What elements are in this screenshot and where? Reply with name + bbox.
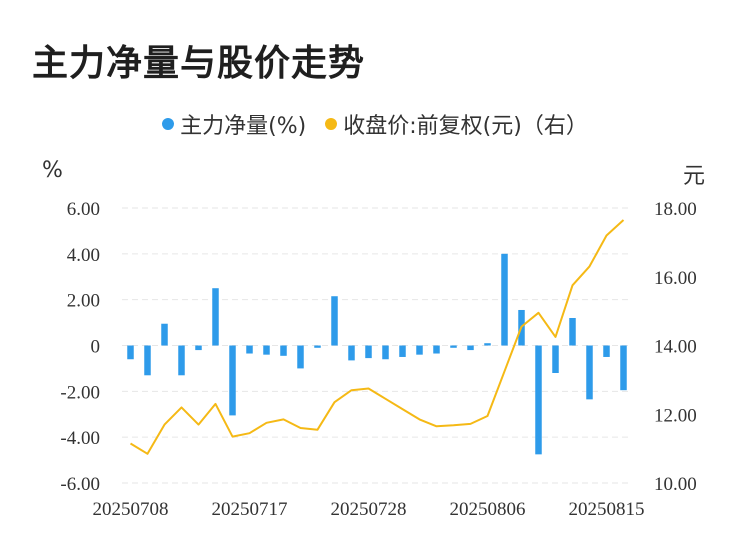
net-volume-bar	[433, 345, 440, 354]
net-volume-bar	[127, 345, 134, 360]
x-axis-tick-label: 20250815	[569, 499, 645, 520]
left-axis-unit: %	[42, 158, 63, 183]
right-axis-tick-label: 14.00	[654, 337, 697, 358]
net-volume-bar	[263, 345, 270, 355]
net-volume-bar	[382, 345, 389, 360]
net-volume-bar	[552, 345, 559, 373]
net-volume-bar	[535, 345, 542, 455]
net-volume-bar	[229, 345, 236, 416]
close-price-line	[129, 219, 625, 455]
right-axis-tick-label: 12.00	[654, 405, 697, 426]
net-volume-bar	[331, 296, 338, 346]
net-volume-bar	[603, 345, 610, 357]
net-volume-bar	[416, 345, 423, 355]
net-volume-bar	[297, 345, 304, 369]
left-axis-tick-label: 2.00	[67, 291, 100, 312]
net-volume-bar	[399, 345, 406, 357]
x-axis-tick-label: 20250717	[212, 499, 288, 520]
x-axis-tick-label: 20250708	[93, 499, 169, 520]
legend-line-label: 收盘价:前复权(元)（右）	[343, 114, 588, 139]
right-axis-tick-label: 18.00	[654, 199, 697, 220]
left-axis-tick-label: 4.00	[67, 245, 100, 266]
net-volume-bar	[161, 323, 168, 346]
net-volume-bar	[620, 345, 627, 391]
net-volume-bar	[501, 253, 508, 346]
net-volume-bar	[450, 345, 457, 348]
x-axis-tick-label: 20250728	[331, 499, 407, 520]
left-axis-tick-label: 6.00	[67, 199, 100, 220]
left-axis-tick-label: 0	[91, 337, 101, 358]
net-volume-bar	[178, 345, 185, 376]
left-axis-tick-label: -2.00	[60, 382, 100, 403]
net-volume-bar	[467, 345, 474, 351]
right-axis-tick-label: 10.00	[654, 474, 697, 495]
net-volume-bar	[280, 345, 287, 356]
chart-title: 主力净量与股价走势	[32, 43, 366, 84]
legend-bar-label: 主力净量(%)	[180, 114, 307, 139]
legend: 主力净量(%) 收盘价:前复权(元)（右）	[0, 108, 750, 140]
net-volume-bar	[586, 345, 593, 400]
right-axis-tick-label: 16.00	[654, 268, 697, 289]
legend-item-close-price[interactable]: 收盘价:前复权(元)（右）	[325, 108, 588, 140]
net-volume-bar	[484, 343, 491, 346]
legend-line-marker-icon	[325, 118, 338, 130]
net-volume-bar	[569, 318, 576, 346]
net-volume-bar	[212, 288, 219, 346]
right-axis-unit: 元	[683, 164, 706, 189]
left-axis-tick-label: -6.00	[60, 474, 100, 495]
net-volume-bar	[348, 345, 355, 361]
x-axis-tick-label: 20250806	[450, 499, 526, 520]
legend-item-net-volume[interactable]: 主力净量(%)	[162, 108, 306, 140]
net-volume-bar	[144, 345, 151, 376]
net-volume-bar	[195, 345, 202, 351]
left-axis-tick-label: -4.00	[60, 428, 100, 449]
net-volume-bar	[314, 345, 321, 348]
net-volume-bar	[246, 345, 253, 354]
legend-bar-marker-icon	[162, 118, 175, 130]
net-volume-bar	[365, 345, 372, 359]
